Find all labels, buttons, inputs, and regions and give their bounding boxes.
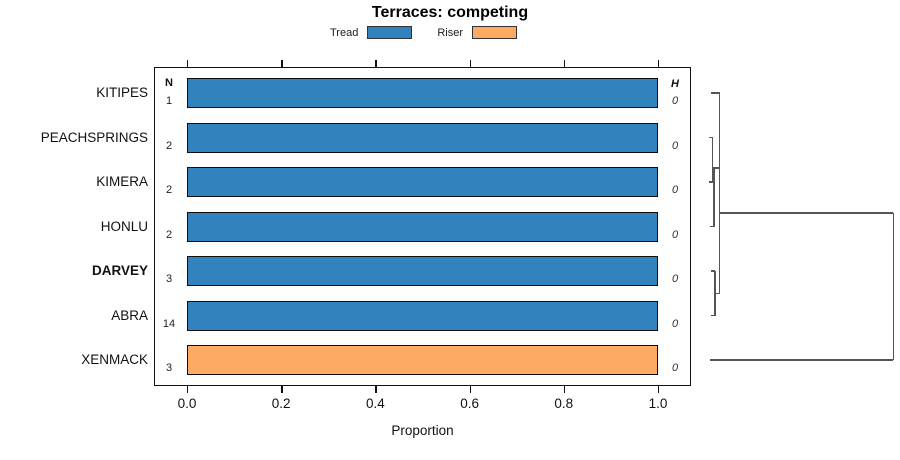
dendrogram-segment [710,270,715,272]
n-value: 2 [165,139,173,152]
x-tick-bottom [375,386,377,393]
dendrogram-segment [709,136,713,139]
n-value: 3 [165,362,173,374]
x-tick-label: 0.4 [366,396,385,411]
h-value: 0 [671,184,679,196]
dendrogram-segment [711,92,720,94]
row-label: DARVEY [91,263,148,278]
dendrogram-segment [710,359,893,361]
dendrogram-segment [711,137,714,182]
x-tick-bottom [658,386,660,393]
h-column-header: H [671,78,679,90]
x-tick-top [375,60,377,67]
row-label: HONLU [100,218,148,234]
x-tick-top [469,60,471,67]
dendrogram-segment [711,167,719,169]
bar-darvey [187,256,658,286]
row-label: ABRA [111,307,148,323]
bar-xenmack [187,345,658,375]
n-column-header: N [165,77,173,89]
legend-item-riser: Riser [437,26,517,39]
legend: Tread Riser [330,26,517,39]
dendrogram-segment [719,93,721,294]
h-value: 0 [671,362,679,374]
h-value: 0 [671,228,679,241]
bar-kitipes [187,78,658,108]
x-tick-bottom [469,386,471,393]
x-tick-top [281,60,283,67]
x-tick-label: 0.8 [554,396,574,411]
x-tick-bottom [281,386,283,393]
n-value: 2 [165,184,173,196]
row-label: XENMACK [81,352,148,367]
n-value: 14 [162,317,176,330]
x-axis-label: Proportion [391,423,454,438]
x-tick-label: 0.0 [177,396,197,411]
x-tick-top [658,60,660,67]
n-value: 3 [165,273,173,285]
h-value: 0 [671,139,679,152]
row-label: KITIPES [96,85,148,100]
n-value: 2 [165,228,173,241]
n-value: 1 [165,95,173,107]
h-value: 0 [671,95,679,107]
x-tick-bottom [563,386,566,393]
x-tick-label: 1.0 [648,396,668,411]
dendrogram-segment [710,314,715,317]
row-label: PEACHSPRINGS [40,129,148,145]
row-label: KIMERA [96,174,148,189]
x-tick-label: 0.2 [271,396,291,411]
legend-label: Tread [330,26,359,39]
plot-area-border [154,67,691,386]
legend-item-tread: Tread [330,26,413,39]
dendrogram-segment [713,168,715,227]
bar-honlu [187,211,658,242]
h-value: 0 [671,273,679,285]
bar-peachsprings [187,122,658,153]
dendrogram-segment [714,271,716,316]
h-value: 0 [671,317,679,330]
legend-label: Riser [437,26,463,39]
bar-abra [187,300,658,331]
x-tick-bottom [187,386,189,393]
x-tick-top [187,60,189,67]
dendrogram-segment [713,292,720,295]
x-tick-top [563,60,566,67]
dendrogram-segment [709,225,714,228]
dendrogram-segment [709,181,713,183]
chart-title: Terraces: competing [371,4,529,21]
x-tick-label: 0.6 [460,396,479,411]
legend-swatch-riser [472,26,517,39]
dendrogram-segment [719,212,893,214]
dendrogram-segment [893,213,895,360]
bar-kimera [187,167,658,197]
legend-swatch-tread [367,26,413,39]
